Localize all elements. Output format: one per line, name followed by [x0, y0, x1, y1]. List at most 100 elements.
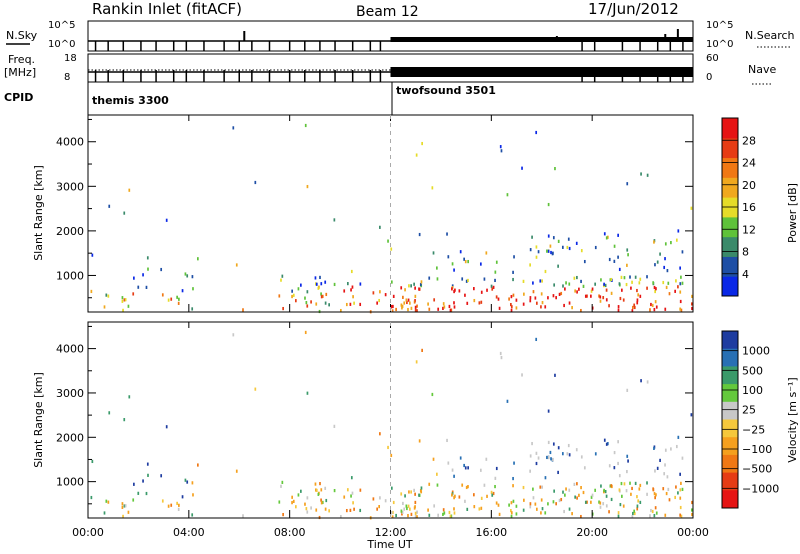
velocity-cell [446, 438, 448, 443]
power-cell [664, 242, 667, 246]
power-cell [352, 295, 354, 299]
velocity-cell [324, 486, 327, 490]
power-cell [541, 279, 543, 283]
power-cell [547, 249, 550, 253]
velocity-cell [562, 490, 564, 494]
power-cell [649, 308, 651, 312]
power-cell [618, 282, 621, 286]
velocity-cell [407, 504, 410, 508]
velocity-cell [627, 459, 629, 463]
power-cell [414, 308, 417, 313]
velocity-cell [291, 501, 293, 505]
velocity-cell [339, 514, 342, 519]
velocity-cell [142, 479, 144, 483]
power-cell [254, 180, 257, 185]
power-cell [359, 302, 362, 307]
velocity-cell [649, 514, 651, 518]
power-cell [108, 204, 111, 208]
power-cell [408, 284, 410, 288]
power-cell [379, 225, 381, 229]
power-cell [580, 308, 582, 313]
vel-colorbar-tick-label-4: −25 [742, 423, 765, 436]
velocity-cell [433, 504, 436, 508]
power-cell [282, 306, 284, 311]
power-cell [400, 303, 403, 307]
velocity-cell [310, 506, 312, 510]
power-cell [428, 307, 431, 311]
power-cell [610, 291, 613, 295]
power-cell [464, 293, 466, 297]
power-cell [547, 234, 550, 238]
power-cell [414, 305, 417, 309]
power-cell [402, 295, 404, 299]
power-cell [407, 307, 409, 312]
power-cell [690, 206, 693, 210]
velocity-cell [584, 500, 587, 504]
power-cell [91, 253, 94, 257]
power-colorbar-tick-label-6: 28 [742, 134, 756, 147]
velocity-cell [654, 506, 657, 510]
power-cell [297, 287, 300, 291]
power-cell [631, 309, 634, 313]
power-cell [147, 267, 149, 271]
power-cell [603, 282, 605, 286]
vel-ytick-label-0: 1000 [56, 476, 84, 489]
velocity-cell [613, 450, 616, 455]
velocity-cell [343, 495, 346, 499]
power-cell [568, 246, 571, 251]
velocity-cell [490, 490, 493, 494]
power-cell [353, 301, 355, 305]
power-cell [630, 286, 632, 290]
velocity-cell [291, 495, 294, 499]
power-cell [176, 295, 178, 299]
power-cell [613, 244, 616, 248]
velocity-cell [401, 510, 404, 515]
power-cell [492, 285, 495, 289]
freq-trace [88, 67, 693, 82]
velocity-cell [618, 488, 621, 492]
velocity-cell [664, 513, 667, 517]
velocity-cell [378, 505, 381, 509]
power-cell [544, 305, 547, 309]
power-cell [633, 303, 636, 307]
power-cell [391, 309, 394, 313]
power-cell [680, 275, 682, 279]
velocity-cell [349, 508, 352, 512]
power-cell [561, 245, 564, 249]
power-cell [495, 260, 498, 264]
power-cell [483, 277, 486, 281]
power-cell [390, 304, 393, 309]
power-cell [664, 257, 666, 261]
power-cell [639, 277, 642, 281]
power-cell [617, 233, 619, 237]
velocity-cell [197, 463, 199, 467]
velocity-cell [379, 432, 381, 436]
power-cell [679, 290, 682, 294]
power-cell [310, 300, 312, 304]
velocity-cell [421, 348, 423, 352]
power-cell [321, 294, 324, 298]
power-cell [485, 251, 488, 255]
velocity-cell [191, 481, 194, 485]
velocity-cell [675, 485, 677, 489]
velocity-cell [623, 482, 626, 486]
power-cell [586, 294, 588, 298]
velocity-cell [568, 488, 571, 492]
power-cell [679, 299, 682, 304]
velocity-cell [677, 435, 680, 439]
velocity-cell [547, 440, 550, 445]
velocity-cell [515, 504, 518, 508]
power-cell [522, 302, 525, 306]
velocity-cell [90, 495, 93, 500]
velocity-cell [479, 468, 482, 472]
velocity-cell [280, 484, 282, 488]
power-cell [415, 153, 418, 157]
power-cell [640, 172, 642, 176]
velocity-cell [537, 456, 540, 460]
velocity-cell [480, 506, 483, 510]
power-cell [540, 292, 543, 296]
velocity-cell [604, 489, 607, 494]
power-cell [414, 286, 416, 290]
velocity-cell [529, 454, 532, 458]
power-cell [646, 275, 648, 279]
